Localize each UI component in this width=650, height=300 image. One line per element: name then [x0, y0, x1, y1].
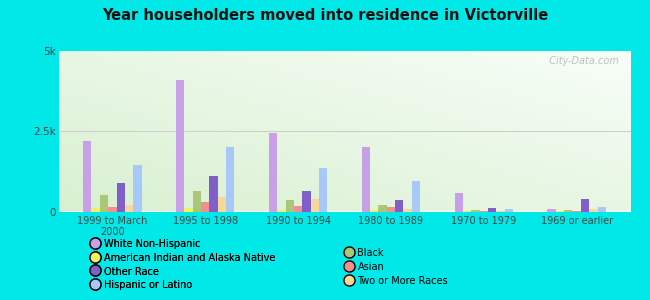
Bar	[226, 147, 235, 212]
Bar	[83, 141, 92, 212]
Bar	[192, 190, 201, 212]
Bar	[269, 133, 277, 212]
Bar	[589, 209, 597, 211]
Bar	[201, 202, 209, 212]
Bar	[277, 210, 285, 212]
Text: Year householders moved into residence in Victorville: Year householders moved into residence i…	[102, 8, 548, 22]
Bar	[100, 196, 108, 211]
Bar	[92, 208, 100, 212]
Text: City-Data.com: City-Data.com	[543, 56, 619, 66]
Bar	[209, 176, 218, 212]
Bar	[573, 211, 581, 212]
Bar	[581, 199, 589, 212]
Bar	[125, 205, 133, 212]
Bar	[597, 207, 606, 212]
Bar	[564, 210, 573, 211]
Bar	[497, 211, 504, 212]
Bar	[185, 208, 192, 212]
Bar	[285, 200, 294, 211]
Bar	[311, 199, 319, 212]
Bar	[412, 181, 420, 212]
Bar	[454, 193, 463, 212]
Bar	[404, 209, 412, 211]
Bar	[302, 190, 311, 212]
Bar	[116, 183, 125, 211]
Bar	[133, 165, 142, 211]
Bar	[108, 207, 116, 212]
Bar	[319, 168, 328, 212]
Bar	[387, 207, 395, 212]
Bar	[395, 200, 404, 211]
Legend: White Non-Hispanic, American Indian and Alaska Native, Other Race, Hispanic or L: White Non-Hispanic, American Indian and …	[89, 237, 278, 292]
Bar	[488, 208, 497, 212]
Bar	[370, 210, 378, 212]
Bar	[547, 209, 556, 211]
Bar	[378, 205, 387, 212]
Bar	[294, 206, 302, 211]
Legend: Black, Asian, Two or More Races: Black, Asian, Two or More Races	[343, 246, 450, 288]
Bar	[218, 197, 226, 212]
Bar	[176, 80, 185, 212]
Bar	[471, 210, 480, 212]
Bar	[361, 147, 370, 212]
Bar	[504, 209, 513, 211]
